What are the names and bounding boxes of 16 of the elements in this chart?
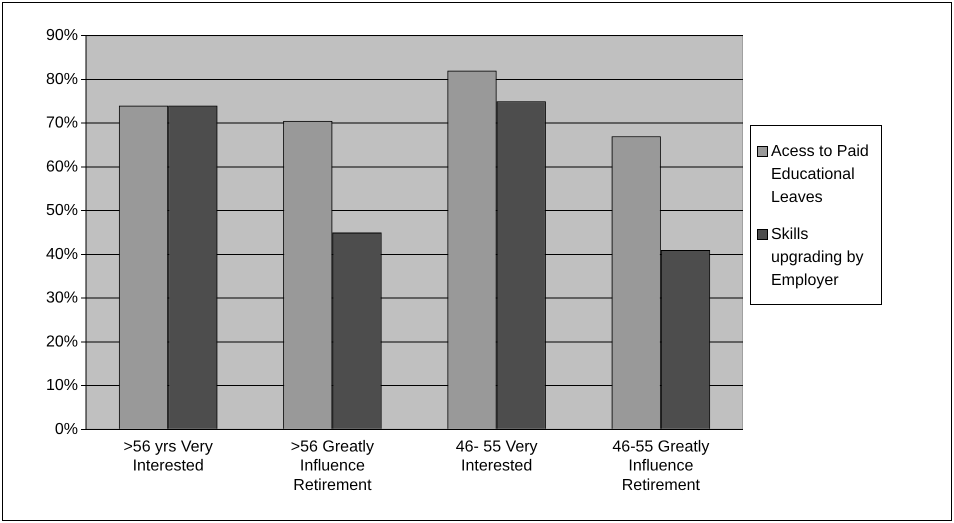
- x-tick-label: >56 yrs Very Interested: [123, 438, 213, 475]
- y-tick-label: 20%: [46, 333, 78, 350]
- x-tick-label: 46- 55 Very Interested: [456, 438, 538, 475]
- y-tick-label: 70%: [46, 114, 78, 132]
- y-tick-label: 80%: [46, 70, 78, 88]
- y-tick-label: 50%: [46, 202, 78, 220]
- x-tick-label: >56 Greatly Influence Retirement: [290, 438, 374, 494]
- y-tick-label: 30%: [46, 290, 78, 307]
- y-tick-label: 0%: [54, 420, 78, 438]
- y-tick-label: 90%: [46, 27, 78, 44]
- y-tick-label: 60%: [46, 158, 78, 176]
- y-tick-label: 10%: [46, 377, 78, 394]
- legend-label: Skills upgrading by Employer: [771, 225, 865, 291]
- y-tick-label: 40%: [46, 246, 78, 263]
- legend-label: Acess to Paid Educational Leaves: [771, 142, 870, 208]
- x-tick-label: 46-55 Greatly Influence Retirement: [612, 438, 710, 494]
